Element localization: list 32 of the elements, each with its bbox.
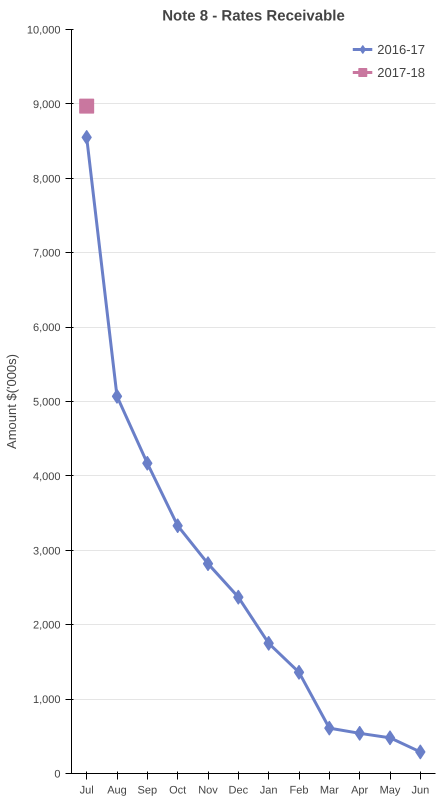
chart-title: Note 8 - Rates Receivable xyxy=(162,8,345,24)
point xyxy=(112,388,122,404)
x-tick-label: Mar xyxy=(320,784,340,796)
y-tick-label: 9,000 xyxy=(32,98,61,111)
y-tick-label: 1,000 xyxy=(32,694,61,706)
y-tick-label: 7,000 xyxy=(32,248,61,260)
y-tick-label: 6,000 xyxy=(32,322,61,334)
point xyxy=(202,556,214,572)
x-tick-label: May xyxy=(380,784,401,796)
x-tick-label: Sep xyxy=(138,784,158,796)
x-tick-label: Oct xyxy=(169,784,186,796)
legend-label: 2016-17 xyxy=(377,42,425,56)
x-tick-label: Jun xyxy=(411,784,430,796)
x-tick-label: Apr xyxy=(351,784,369,796)
y-tick-label: 5,000 xyxy=(32,396,61,408)
y-tick-label: 8,000 xyxy=(32,173,61,186)
y-axis-title: Amount $('000s) xyxy=(4,354,19,449)
x-tick-label: Dec xyxy=(228,784,249,796)
y-tick-label: 0 xyxy=(54,768,61,780)
x-tick-label: Aug xyxy=(107,784,127,796)
point xyxy=(294,664,304,680)
point xyxy=(79,98,94,114)
x-tick-label: Jan xyxy=(260,784,278,796)
y-tick-label: 3,000 xyxy=(32,545,61,558)
legend-label: 2017-18 xyxy=(377,64,425,80)
y-tick-label: 4,000 xyxy=(32,470,61,483)
point xyxy=(384,730,396,746)
x-tick-label: Jul xyxy=(80,784,94,796)
x-tick-label: Feb xyxy=(290,784,308,796)
y-tick-label: 10,000 xyxy=(26,24,61,36)
x-tick-label: Nov xyxy=(198,784,218,796)
y-tick-label: 2,000 xyxy=(32,620,61,632)
